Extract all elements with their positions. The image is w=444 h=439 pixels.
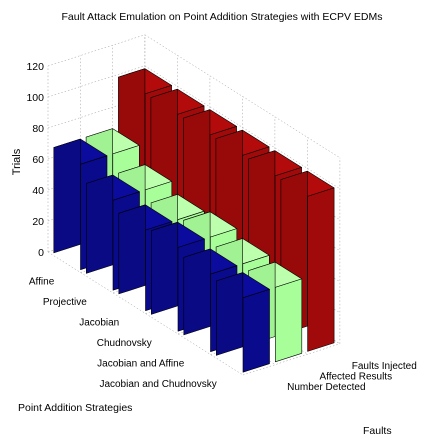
bar-left-face (151, 221, 179, 315)
category-tick-label: Jacobian and Chudnovsky (99, 379, 216, 390)
bar-left-face (118, 204, 146, 295)
category-tick-label: Projective (43, 297, 87, 308)
series-tick-label: Number Detected (287, 382, 365, 393)
chart-title: Fault Attack Emulation on Point Addition… (62, 11, 383, 23)
z-axis-label: Faults (363, 425, 392, 437)
series-tick-label: Faults Injected (352, 361, 417, 372)
bars (53, 68, 335, 373)
bar-left-face (86, 174, 114, 274)
y-tick-label: 0 (38, 247, 44, 259)
bar-front-face (274, 278, 303, 363)
y-tick-label: 20 (32, 216, 44, 228)
grid-line (47, 34, 145, 67)
category-tick-label: Affine (29, 276, 55, 287)
grid-line (242, 343, 340, 376)
y-tick-label: 120 (26, 61, 44, 73)
bar-number-detected-5 (216, 272, 270, 373)
bar-left-face (183, 248, 211, 336)
y-tick-label: 100 (26, 92, 44, 104)
y-tick-label: 40 (32, 185, 44, 197)
bar-left-face (53, 138, 81, 254)
y-tick-label: 60 (32, 154, 44, 166)
category-tick-label: Jacobian and Affine (97, 358, 185, 369)
y-tick-label: 80 (32, 123, 44, 135)
series-tick-label: Affected Results (319, 371, 392, 382)
grid-line (47, 65, 145, 98)
y-axis-label: Trials (11, 148, 23, 175)
y-tick-labels: 0 20 40 60 80 100 120 (26, 61, 44, 259)
category-tick-label: Chudnovsky (97, 338, 152, 349)
bar-front-face (242, 288, 270, 373)
x-axis-label: Point Addition Strategies (18, 402, 132, 414)
bar-front-face (307, 187, 335, 352)
category-tick-labels: Affine Projective Jacobian Chudnovsky Jacobi… (29, 276, 217, 390)
bar-left-face (216, 272, 244, 356)
category-tick-label: Jacobian (79, 317, 119, 328)
